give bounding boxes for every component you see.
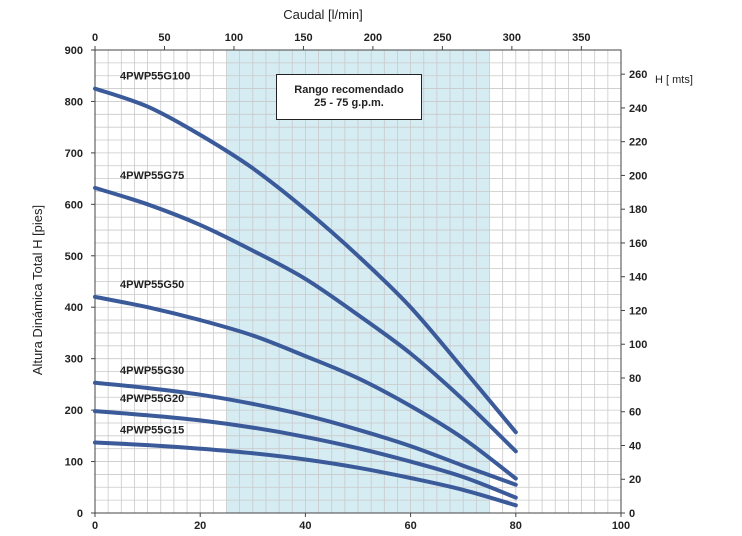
- recommended-range-box: Rango recomendado 25 - 75 g.p.m.: [276, 74, 422, 120]
- y-left-tick-label: 200: [65, 405, 83, 417]
- y-right-tick-label: 120: [629, 305, 647, 317]
- plot-frame: [94, 49, 622, 514]
- y-left-tick-label: 900: [65, 45, 83, 57]
- y-left-tick-label: 800: [65, 96, 83, 108]
- x-bottom-tick-label: 100: [612, 520, 630, 532]
- series-label-4pwp55g30: 4PWP55G30: [120, 365, 184, 377]
- y-right-tick-label: 220: [629, 137, 647, 149]
- x-bottom-tick-label: 40: [299, 520, 311, 532]
- series-label-4pwp55g50: 4PWP55G50: [120, 279, 184, 291]
- series-line-4pwp55g100: [93, 86, 518, 435]
- recommended-range-value: 25 - 75 g.p.m.: [314, 97, 384, 109]
- y-right-tick-label: 200: [629, 170, 647, 182]
- series-label-4pwp55g75: 4PWP55G75: [120, 170, 184, 182]
- x-bottom-tick-label: 60: [404, 520, 416, 532]
- y-right-tick-label: 260: [629, 69, 647, 81]
- series-line-4pwp55g15: [93, 440, 518, 508]
- y-right-tick-label: 140: [629, 272, 647, 284]
- x-top-tick-label: 150: [294, 32, 312, 44]
- x-top-tick-label: 300: [503, 32, 521, 44]
- series-label-4pwp55g100: 4PWP55G100: [120, 71, 190, 83]
- x-top-tick-label: 0: [92, 32, 98, 44]
- series-line-4pwp55g50: [93, 294, 518, 481]
- x-top-axis-label: Caudal [l/min]: [283, 7, 362, 22]
- x-top-tick-label: 50: [158, 32, 170, 44]
- series-label-4pwp55g15: 4PWP55G15: [120, 425, 184, 437]
- x-bottom-tick-label: 80: [510, 520, 522, 532]
- y-right-axis-label: H [ mts]: [655, 74, 693, 86]
- y-left-tick-label: 500: [65, 251, 83, 263]
- recommended-range-title: Rango recomendado: [294, 84, 404, 96]
- y-right-tick-label: 80: [629, 373, 641, 385]
- y-right-tick-label: 160: [629, 238, 647, 250]
- y-right-tick-label: 0: [629, 508, 635, 520]
- y-left-tick-label: 0: [77, 508, 83, 520]
- y-right-tick-label: 100: [629, 339, 647, 351]
- x-bottom-tick-label: 20: [194, 520, 206, 532]
- y-left-tick-label: 700: [65, 148, 83, 160]
- x-top-tick-label: 100: [225, 32, 243, 44]
- x-bottom-tick-label: 0: [92, 520, 98, 532]
- y-right-tick-label: 240: [629, 103, 647, 115]
- x-top-tick-label: 350: [572, 32, 590, 44]
- y-right-tick-label: 60: [629, 407, 641, 419]
- y-right-tick-label: 20: [629, 474, 641, 486]
- x-top-tick-label: 250: [433, 32, 451, 44]
- y-left-axis-label: Altura Dinámica Total H [pies]: [30, 205, 45, 375]
- y-left-tick-label: 600: [65, 199, 83, 211]
- y-left-tick-label: 300: [65, 354, 83, 366]
- y-right-tick-label: 40: [629, 440, 641, 452]
- series-line-4pwp55g20: [93, 409, 518, 500]
- y-right-tick-label: 180: [629, 204, 647, 216]
- series-line-4pwp55g75: [93, 185, 518, 454]
- y-left-tick-label: 100: [65, 457, 83, 469]
- series-line-4pwp55g30: [93, 380, 518, 487]
- series-label-4pwp55g20: 4PWP55G20: [120, 393, 184, 405]
- y-left-tick-label: 400: [65, 302, 83, 314]
- x-top-tick-label: 200: [364, 32, 382, 44]
